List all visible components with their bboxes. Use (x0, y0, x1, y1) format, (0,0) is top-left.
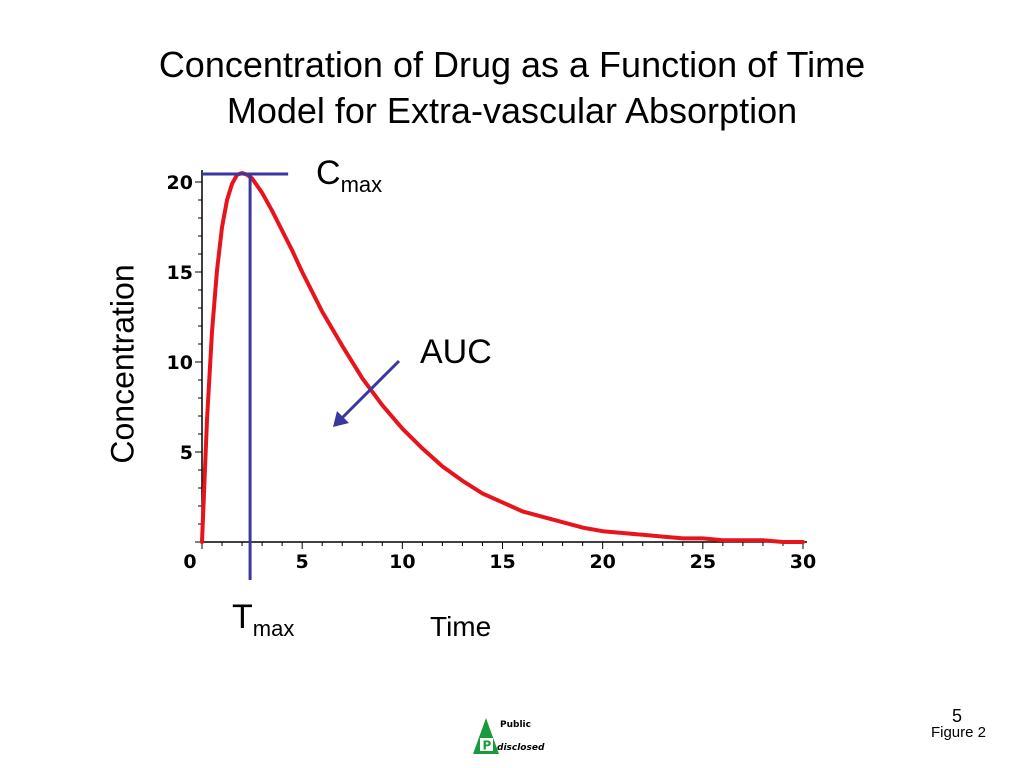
cmax-label-main: C (316, 154, 341, 192)
y-tick-label: 15 (167, 262, 193, 284)
title-line-1: Concentration of Drug as a Function of T… (158, 44, 866, 85)
y-tick-label: 5 (180, 442, 193, 464)
figure-label: Figure 2 (930, 724, 986, 741)
logo-triangle-icon: P (473, 718, 499, 754)
slide-title: Concentration of Drug as a Function of T… (0, 42, 1024, 134)
logo-text-disclosed: disclosed (497, 743, 545, 753)
slide-number: 5 (951, 706, 962, 726)
x-tick-label: 25 (690, 551, 716, 573)
tmax-label-sub: max (252, 616, 295, 641)
x-tick-label: 0 (183, 551, 196, 573)
tmax-label-main: T (232, 598, 253, 636)
y-axis-label: Concentration (104, 264, 141, 464)
auc-arrow-shaft (338, 359, 401, 422)
chart-markers (202, 172, 401, 580)
x-tick-label: 15 (489, 551, 515, 573)
tmax-label: Tmax (232, 598, 294, 642)
x-tick-label: 10 (389, 551, 415, 573)
chart-tick-labels: 0 5 10 15 20 25 30 5 10 15 20 (167, 172, 817, 573)
svg-text:P: P (483, 739, 492, 753)
y-tick-label: 20 (167, 172, 193, 194)
logo-text-public: Public (500, 720, 531, 730)
title-line-2: Model for Extra-vascular Absorption (226, 90, 798, 131)
chart-series (200, 171, 805, 544)
x-tick-label: 5 (296, 551, 309, 573)
chart-axes (201, 170, 807, 543)
x-axis-label: Time (430, 611, 492, 642)
x-tick-label: 30 (790, 551, 816, 573)
cmax-label-sub: max (340, 172, 383, 197)
cmax-label: Cmax (316, 154, 382, 198)
public-disclosed-logo: P Public disclosed (472, 716, 552, 756)
y-tick-label: 10 (167, 352, 193, 374)
concentration-curve (200, 171, 805, 544)
auc-arrow-head-icon (333, 411, 349, 427)
auc-label: AUC (420, 333, 492, 371)
chart-ticks (195, 181, 804, 549)
x-tick-label: 20 (589, 551, 615, 573)
